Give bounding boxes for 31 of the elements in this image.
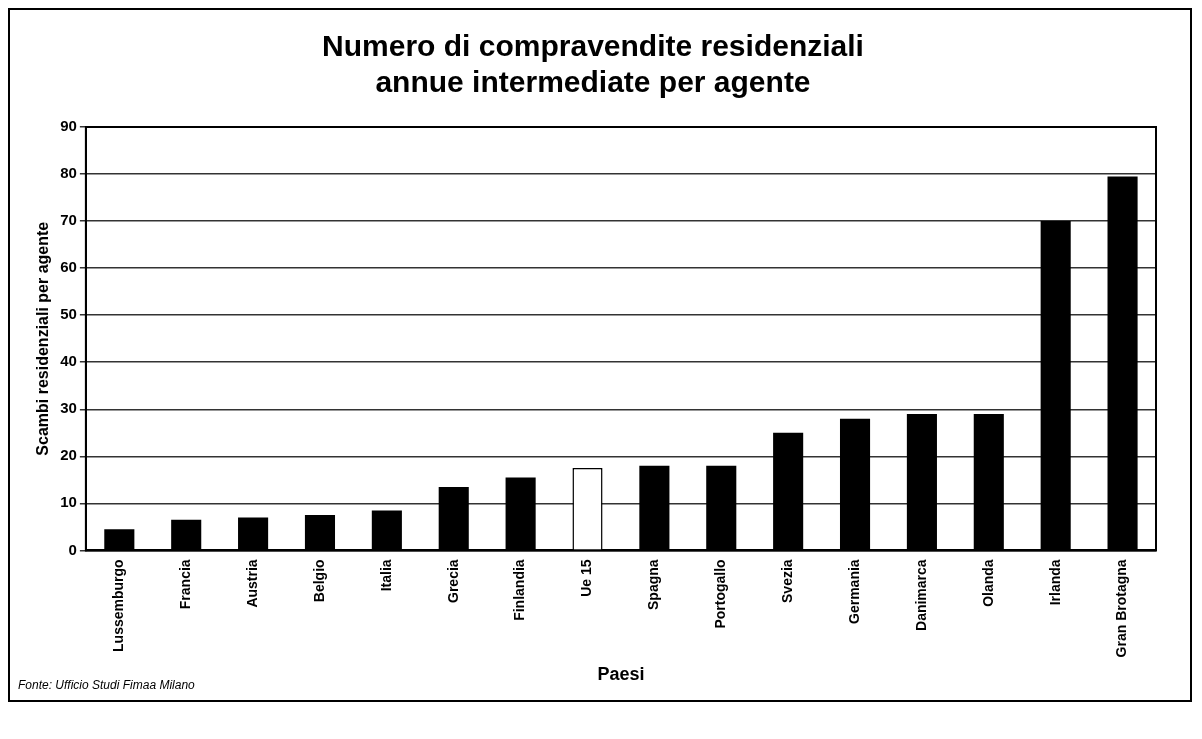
y-tick-label: 40 [60, 352, 77, 370]
y-tick-label: 70 [60, 211, 77, 229]
y-tick-label: 0 [68, 540, 77, 558]
x-tick-label: Finlandia [511, 559, 528, 621]
x-tick-label: Irlanda [1046, 559, 1063, 606]
x-tick-label: Lussemburgo [110, 559, 127, 652]
x-tick-label: Danimarca [912, 559, 929, 631]
y-tick-label: 20 [60, 446, 77, 464]
text: annue intermediate per agente [375, 65, 811, 99]
y-axis-title: Scambi residenziali per agente [34, 221, 52, 456]
x-tick-label: Svezia [779, 559, 796, 603]
x-tick-label: Grecia [444, 559, 461, 603]
source-note: Fonte: Ufficio Studi Fimaa Milano [18, 678, 195, 692]
x-tick-label: Francia [177, 559, 194, 610]
y-tick-label: 10 [60, 493, 77, 511]
x-tick-label: Italia [377, 559, 394, 592]
x-axis-title: Paesi [597, 664, 645, 685]
x-tick-label: Germania [845, 559, 862, 624]
text: Numero di compravendite residenziali [322, 29, 864, 63]
y-tick-label: 30 [60, 399, 77, 417]
x-tick-label: Spagna [645, 559, 662, 610]
x-tick-label: Gran Brotagna [1113, 559, 1130, 658]
y-tick-label: 60 [60, 258, 77, 276]
x-tick-label: Austria [243, 559, 260, 608]
x-tick-label: Olanda [979, 559, 996, 607]
y-tick-label: 50 [60, 305, 77, 323]
y-tick-label: 80 [60, 164, 77, 182]
y-tick-label: 90 [60, 117, 77, 135]
x-tick-label: Ue 15 [578, 559, 595, 597]
x-tick-label: Belgio [310, 559, 327, 603]
x-tick-label: Portogallo [712, 559, 729, 629]
